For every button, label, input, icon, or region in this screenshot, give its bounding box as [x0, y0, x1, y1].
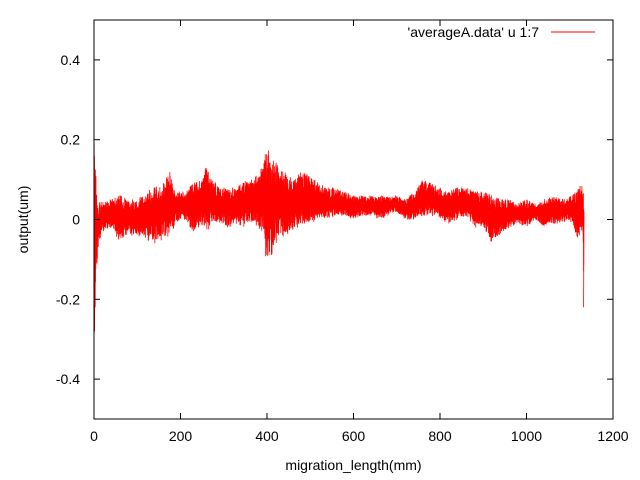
y-axis-label: output(um): [15, 186, 31, 254]
y-tick-labels: -0.4 -0.2 0 0.2 0.4: [56, 52, 80, 387]
y-tick-label: -0.2: [56, 291, 80, 307]
y-tick-label: 0: [72, 212, 80, 228]
legend-entry-label: 'averageA.data' u 1:7: [408, 24, 540, 40]
plot-area: [93, 144, 585, 332]
x-tick-label: 800: [428, 428, 452, 444]
legend: 'averageA.data' u 1:7: [408, 24, 595, 40]
y-tick-label: 0.4: [61, 52, 81, 68]
plot-frame: [93, 19, 614, 420]
x-tick-label: 400: [255, 428, 279, 444]
x-tick-label: 600: [342, 428, 366, 444]
x-tick-label: 200: [169, 428, 193, 444]
y-tick-label: -0.4: [56, 371, 80, 387]
x-tick-label: 1200: [597, 428, 628, 444]
x-tick-label: 1000: [511, 428, 542, 444]
series-line: [93, 144, 585, 332]
y-tick-label: 0.2: [61, 132, 81, 148]
x-tick-labels: 0 200 400 600 800 1000 1200: [90, 428, 629, 444]
x-axis-label: migration_length(mm): [285, 457, 421, 473]
x-tick-label: 0: [90, 428, 98, 444]
